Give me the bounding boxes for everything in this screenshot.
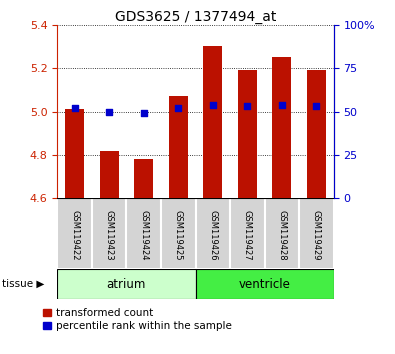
Point [244, 103, 250, 109]
Bar [203, 46, 222, 198]
Bar [273, 57, 292, 198]
Point [141, 110, 147, 116]
Bar [57, 198, 92, 269]
Title: GDS3625 / 1377494_at: GDS3625 / 1377494_at [115, 10, 276, 24]
Text: tissue ▶: tissue ▶ [2, 279, 44, 289]
Bar [169, 96, 188, 198]
Text: GSM119422: GSM119422 [70, 210, 79, 260]
Bar [92, 198, 126, 269]
Text: GSM119428: GSM119428 [277, 210, 286, 261]
Bar [57, 269, 196, 299]
Bar [230, 198, 265, 269]
Bar [126, 198, 161, 269]
Bar [196, 198, 230, 269]
Bar [265, 198, 299, 269]
Text: GSM119427: GSM119427 [243, 210, 252, 261]
Legend: transformed count, percentile rank within the sample: transformed count, percentile rank withi… [43, 308, 232, 331]
Point [279, 102, 285, 107]
Text: ventricle: ventricle [239, 278, 291, 291]
Bar [299, 198, 334, 269]
Bar [307, 70, 326, 198]
Text: atrium: atrium [107, 278, 146, 291]
Bar [65, 109, 84, 198]
Text: GSM119425: GSM119425 [174, 210, 183, 260]
Bar [161, 198, 196, 269]
Text: GSM119424: GSM119424 [139, 210, 148, 260]
Point [210, 102, 216, 107]
Text: GSM119429: GSM119429 [312, 210, 321, 260]
Point [71, 105, 78, 111]
Bar [100, 150, 118, 198]
Bar [196, 269, 334, 299]
Bar [238, 70, 257, 198]
Text: GSM119423: GSM119423 [105, 210, 114, 261]
Point [175, 105, 181, 111]
Bar [134, 159, 153, 198]
Text: GSM119426: GSM119426 [208, 210, 217, 261]
Point [106, 109, 112, 114]
Point [313, 103, 320, 109]
